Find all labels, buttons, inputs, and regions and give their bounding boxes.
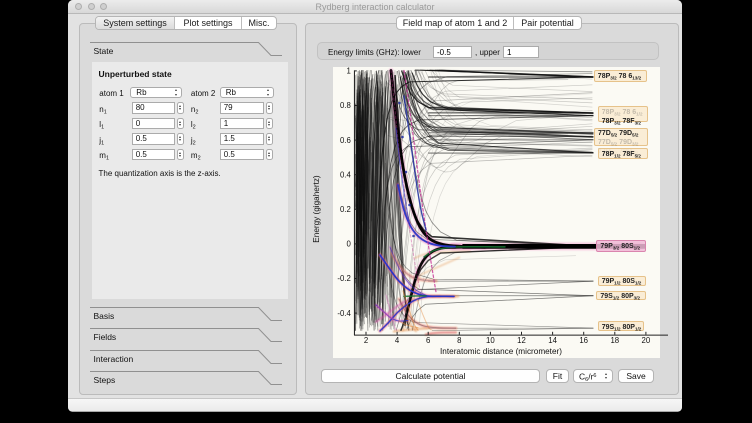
svg-text:18: 18 bbox=[610, 336, 619, 345]
svg-text:1: 1 bbox=[346, 67, 350, 76]
svg-text:14: 14 bbox=[548, 336, 557, 345]
svg-text:0.6: 0.6 bbox=[340, 136, 351, 145]
svg-text:0.2: 0.2 bbox=[340, 205, 351, 214]
svg-text:0: 0 bbox=[346, 240, 351, 249]
svg-text:-0.2: -0.2 bbox=[337, 274, 350, 283]
svg-text:-0.4: -0.4 bbox=[337, 309, 351, 318]
svg-text:10: 10 bbox=[486, 336, 495, 345]
svg-text:20: 20 bbox=[642, 336, 651, 345]
svg-text:0.4: 0.4 bbox=[340, 170, 352, 179]
svg-text:6: 6 bbox=[426, 336, 430, 345]
svg-text:8: 8 bbox=[457, 336, 461, 345]
svg-text:2: 2 bbox=[364, 336, 368, 345]
svg-text:0.8: 0.8 bbox=[340, 101, 351, 110]
svg-text:4: 4 bbox=[395, 336, 400, 345]
svg-text:12: 12 bbox=[517, 336, 526, 345]
svg-text:16: 16 bbox=[579, 336, 588, 345]
